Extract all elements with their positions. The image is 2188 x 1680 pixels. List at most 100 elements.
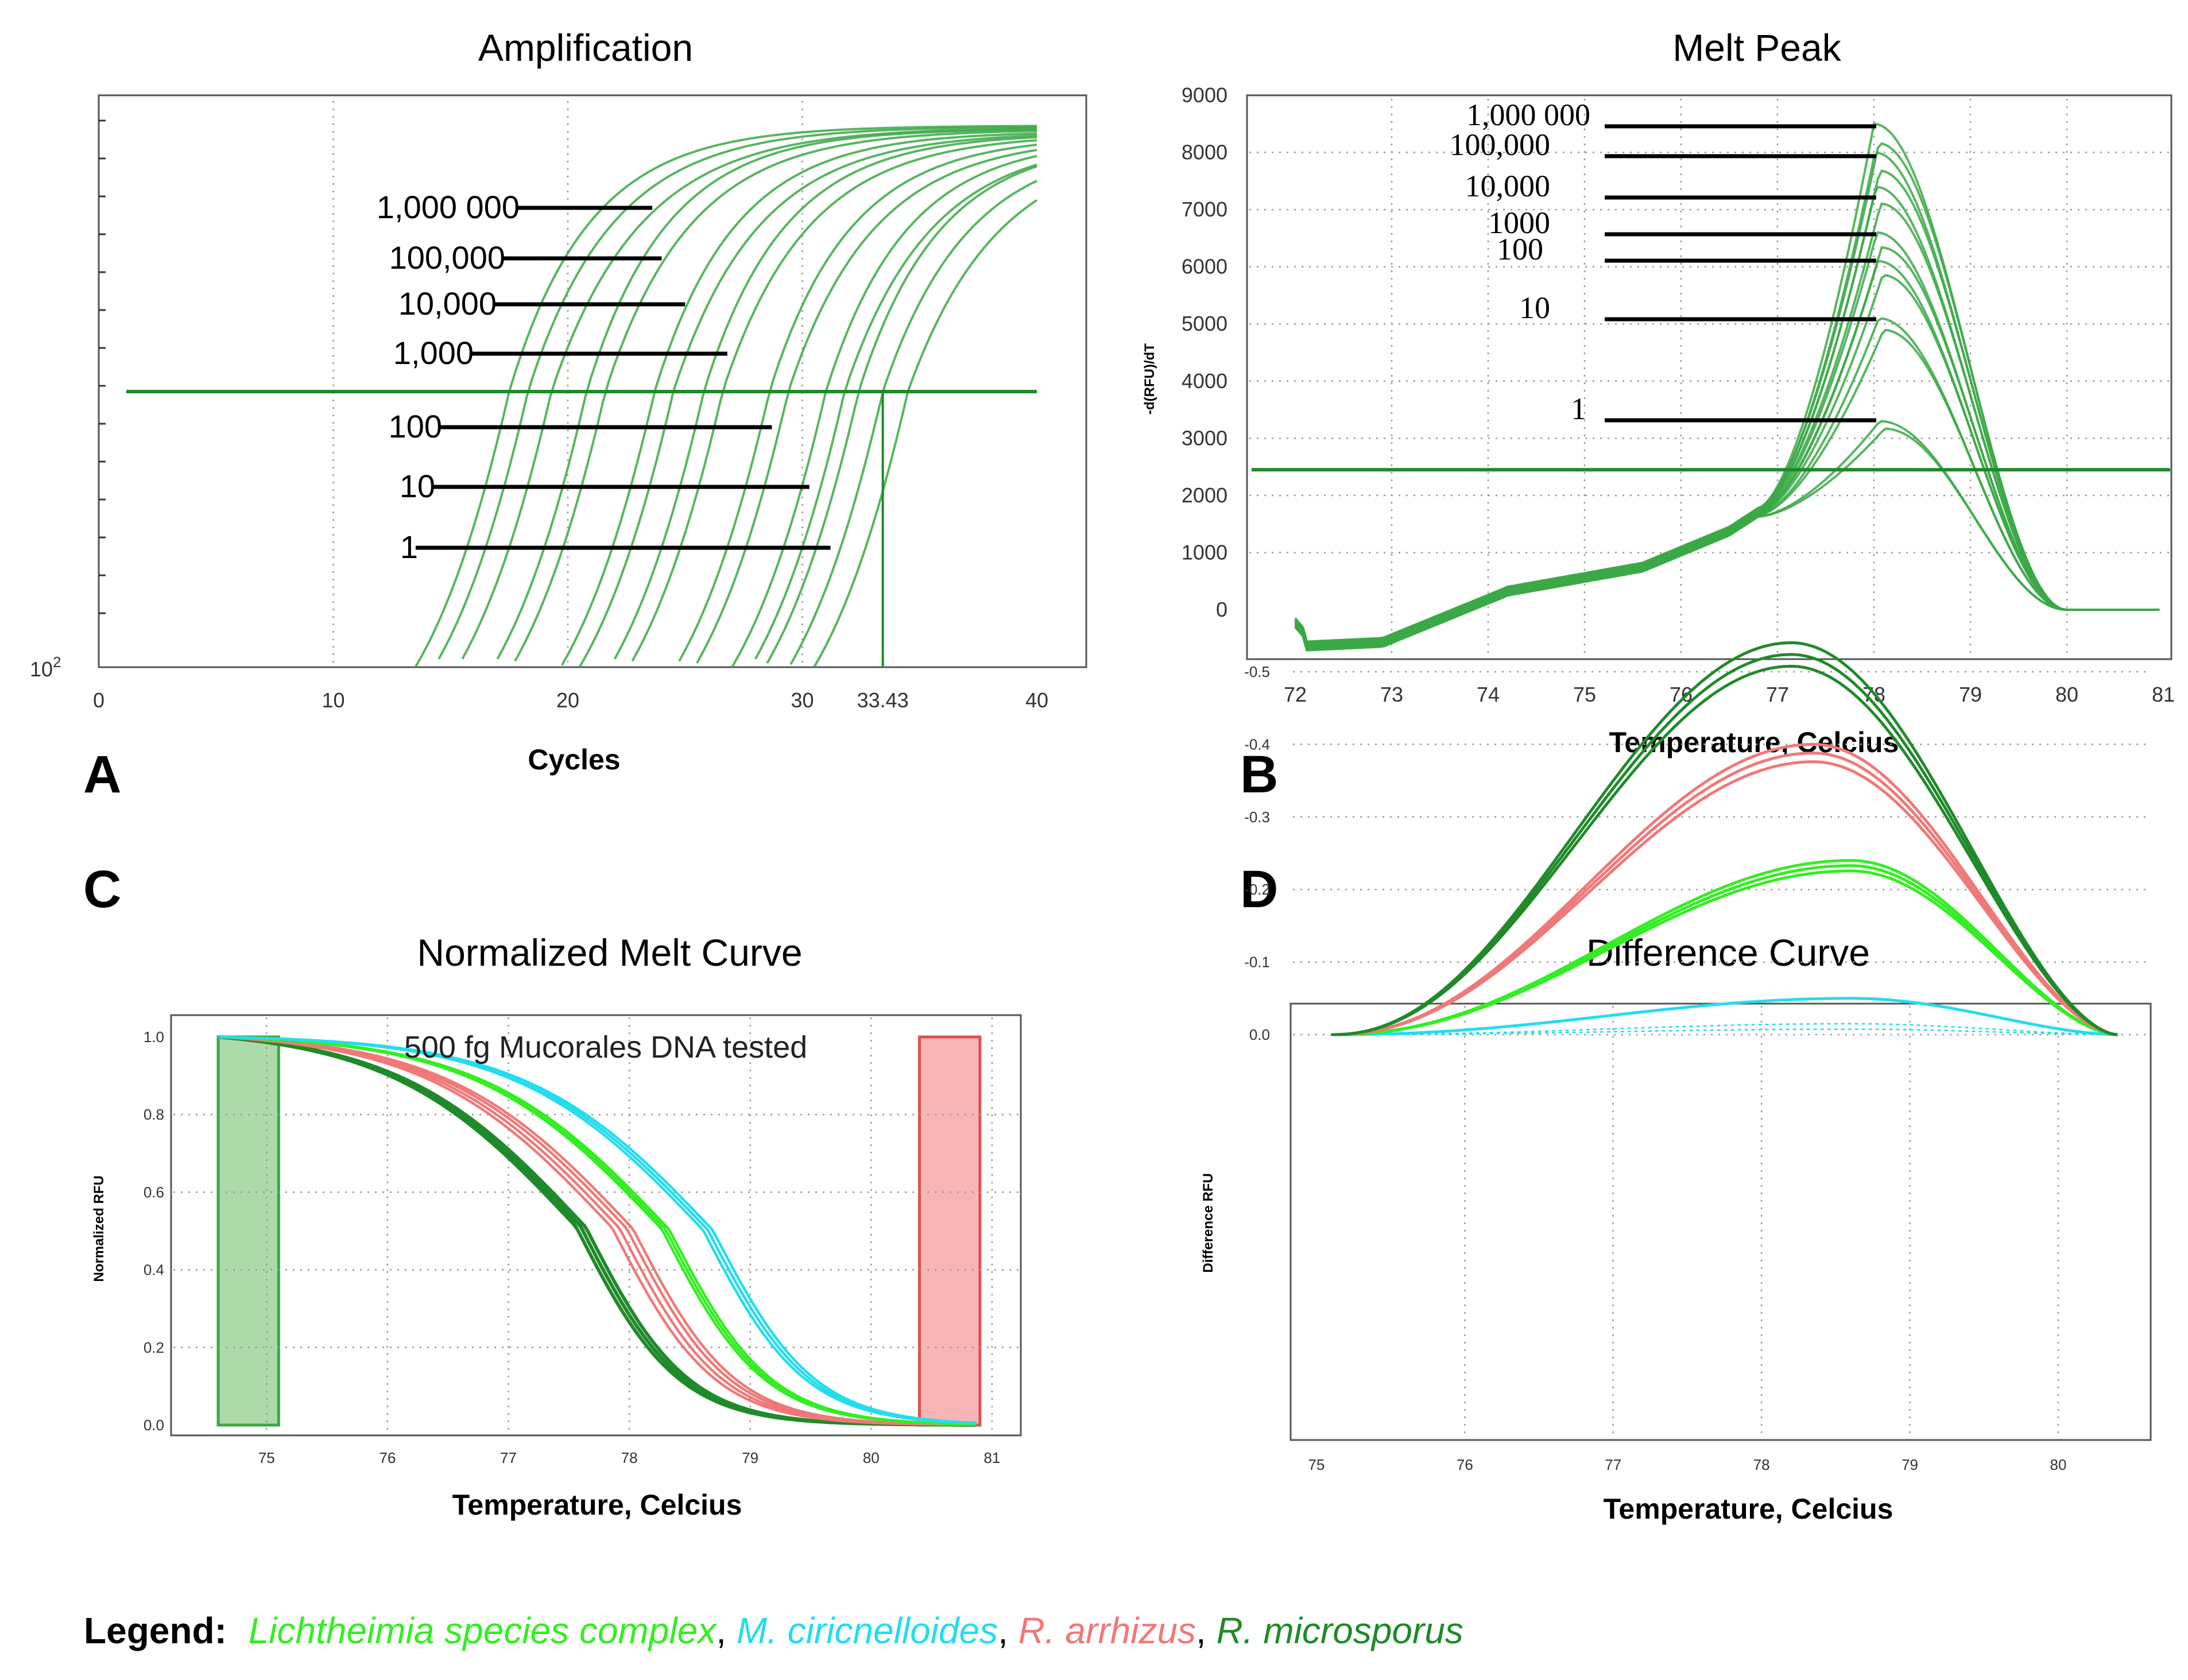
concentration-label: 1 (1571, 392, 1586, 426)
panel-d-y-ticks: 0.0 -0.1 -0.2 -0.3 -0.4 -0.5 (1244, 663, 1270, 1043)
panel-c-x-ticks: 75 76 77 78 79 80 81 (258, 1449, 1001, 1466)
concentration-label: 1 (400, 529, 418, 565)
panel-a-plot-frame (98, 94, 1087, 668)
x-tick-label: 75 (1573, 683, 1596, 706)
concentration-label: 1,000 (393, 335, 474, 371)
x-tick-label: 33.43 (857, 688, 909, 712)
panel-d: D Difference Curve 75 76 77 78 79 80 0.0 -0.1 -… (1201, 641, 2152, 1525)
y-tick-label: 0.0 (1249, 1026, 1270, 1043)
panel-b-plot-frame (1246, 94, 2172, 660)
amplification-curve (437, 126, 1037, 660)
concentration-label: 100 (1497, 232, 1543, 266)
panel-a-y-tick: 102 (30, 653, 61, 681)
panel-c: C Normalized Melt Curve 75 76 77 78 79 80 81 0… (83, 860, 1022, 1521)
y-tick-label: 5000 (1182, 312, 1227, 335)
panel-d-y-axis-title: Difference RFU (1201, 1173, 1216, 1272)
amplification-curve (695, 149, 1037, 664)
amplification-curve (766, 165, 1037, 664)
y-tick-label: 9000 (1182, 83, 1227, 107)
melt-peak-curve (1294, 202, 2160, 646)
amplification-curve (678, 144, 1037, 662)
panel-b-title: Melt Peak (1672, 26, 1841, 69)
y-tick-label: 3000 (1182, 426, 1227, 450)
x-tick-label: 77 (1605, 1456, 1621, 1473)
post-melt-region (918, 1035, 982, 1427)
panel-a-x-axis-title: Cycles (528, 744, 620, 776)
y-tick-label: 1.0 (144, 1028, 164, 1046)
normalized-melt-curve (218, 1035, 977, 1427)
concentration-label: 1,000 000 (377, 189, 520, 225)
y-tick-label: 6000 (1182, 255, 1227, 278)
melt-peak-curve (1294, 169, 2160, 645)
legend-separator: , (1196, 1610, 1217, 1651)
x-tick-label: 77 (1766, 683, 1789, 706)
concentration-label: 10 (1519, 291, 1550, 325)
legend: Legend: Lichtheimia species complex, M. … (84, 1610, 1463, 1651)
melt-peak-curve (1294, 274, 2160, 649)
melt-peak-curve (1294, 427, 2160, 652)
difference-curve (1331, 1028, 2118, 1036)
y-tick-label: 0 (1216, 598, 1227, 621)
x-tick-label: 79 (1959, 683, 1982, 706)
panel-a-title: Amplification (478, 26, 693, 69)
x-tick-label: 79 (1902, 1456, 1918, 1473)
panel-a-x-ticks: 0 10 20 30 33.43 40 (93, 688, 1048, 712)
concentration-label: 1,000 000 (1466, 98, 1590, 132)
concentration-label: 10,000 (1465, 169, 1551, 203)
x-tick-label: 10 (322, 688, 344, 712)
concentration-label: 1000 (1488, 206, 1550, 240)
x-tick-label: 80 (2055, 683, 2078, 706)
concentration-label: 10 (400, 468, 435, 504)
amplification-curve (789, 180, 1037, 665)
legend-separator: , (716, 1610, 737, 1651)
y-tick-label: -0.5 (1244, 663, 1270, 680)
panel-d-title: Difference Curve (1586, 931, 1870, 974)
x-tick-label: 78 (1753, 1456, 1770, 1473)
panel-c-x-axis-title: Temperature, Celcius (452, 1489, 742, 1521)
panel-c-letter: C (83, 860, 121, 919)
y-tick-label: 0.4 (144, 1261, 164, 1279)
legend-entry-lichtheimia: Lichtheimia species complex (249, 1610, 718, 1651)
x-tick-label: 76 (1457, 1456, 1473, 1473)
panel-c-annotation: 500 fg Mucorales DNA tested (404, 1030, 807, 1064)
panel-a-grid (99, 101, 803, 667)
panel-c-plot-frame (170, 1014, 1022, 1437)
pre-melt-region (216, 1035, 280, 1427)
y-tick-label: 0.6 (144, 1183, 164, 1201)
amplification-curve (813, 199, 1038, 668)
difference-curve (1331, 869, 2118, 1036)
x-tick-label: 79 (742, 1449, 758, 1466)
concentration-label: 10,000 (398, 285, 497, 322)
panel-d-letter: D (1240, 860, 1278, 919)
difference-curve (1331, 752, 2118, 1036)
x-tick-label: 81 (983, 1449, 1000, 1466)
x-tick-label: 0 (93, 688, 104, 712)
difference-curve (1331, 742, 2118, 1036)
panel-a-concentration-labels: 1,000 000 100,000 10,000 1,000 100 10 1 (377, 189, 831, 565)
panel-a-letter: A (83, 745, 121, 804)
panel-b-y-axis-title: -d(RFU)/dT (1142, 343, 1157, 415)
y-tick-label: 7000 (1182, 198, 1227, 221)
panel-d-plot-frame (1289, 1002, 2152, 1441)
melt-peak-curve (1294, 246, 2160, 648)
amplification-curve (578, 134, 1037, 668)
y-tick-label: -0.1 (1244, 954, 1270, 971)
legend-entry-mucor: M. ciricnelloides (737, 1610, 998, 1651)
melt-peak-curve (1294, 142, 2160, 643)
x-tick-label: 81 (2152, 683, 2175, 706)
panel-a: Amplification 1,000 000100,00010,0001,00… (30, 26, 1087, 804)
panel-d-curves (1331, 641, 2118, 1036)
y-tick-label: 0.2 (144, 1339, 164, 1356)
x-tick-label: 80 (2050, 1456, 2066, 1473)
concentration-label: 100,000 (1450, 127, 1551, 162)
panel-c-regions (216, 1035, 982, 1427)
difference-curve (1331, 653, 2118, 1036)
x-tick-label: 30 (791, 688, 814, 712)
panel-d-x-axis-title: Temperature, Celcius (1604, 1493, 1893, 1525)
panel-c-y-ticks: 0.0 0.2 0.4 0.6 0.8 1.0 (144, 1028, 164, 1434)
x-tick-label: 78 (621, 1449, 638, 1466)
y-tick-label: -0.2 (1244, 881, 1270, 898)
panel-b-curves (1294, 122, 2160, 652)
